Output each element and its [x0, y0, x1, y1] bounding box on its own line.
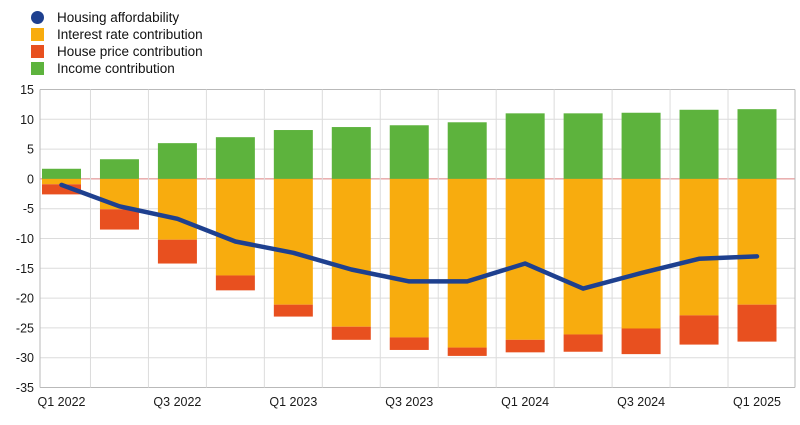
bar-interest: [447, 178, 487, 348]
y-tick-label: -25: [16, 321, 34, 335]
bar-income: [99, 159, 139, 179]
housing-affordability-series-line: [59, 182, 760, 291]
bar-interest: [737, 178, 777, 305]
y-tick-label: -35: [16, 381, 34, 395]
x-tick-label: Q3 2022: [153, 395, 201, 409]
legend-item-house-price: House price contribution: [31, 43, 203, 60]
x-tick-label: Q1 2023: [269, 395, 317, 409]
bar-house-price: [99, 209, 139, 230]
bar-house-price: [273, 304, 313, 317]
x-axis-labels: Q1 2022 Q3 2022 Q1 2023 Q3 2023 Q1 2024 Q3 20…: [38, 395, 782, 409]
bar-interest: [389, 178, 429, 338]
chart-legend: Housing affordability Interest rate cont…: [31, 9, 203, 77]
bar-house-price: [679, 315, 719, 345]
x-tick-label: Q3 2024: [617, 395, 665, 409]
bars-layer: [42, 109, 777, 356]
bar-house-price: [42, 184, 81, 195]
bar-house-price: [215, 275, 255, 291]
affordability-line: [59, 182, 760, 291]
bar-income: [505, 113, 545, 179]
bar-house-price: [563, 334, 603, 352]
y-tick-label: -30: [16, 351, 34, 365]
bar-income: [621, 112, 661, 179]
bar-interest: [331, 178, 371, 327]
y-tick-label: -20: [16, 292, 34, 306]
bar-house-price: [505, 339, 545, 353]
bar-income: [447, 122, 487, 179]
legend-label: Income contribution: [57, 61, 175, 76]
bar-house-price: [447, 347, 487, 356]
bar-house-price: [157, 239, 197, 264]
y-tick-label: 15: [20, 83, 34, 97]
bar-income: [157, 143, 197, 179]
legend-label: Interest rate contribution: [57, 27, 203, 42]
income-swatch-icon: [31, 62, 44, 75]
y-tick-label: 10: [20, 113, 34, 127]
bar-interest: [621, 178, 661, 329]
bar-income: [42, 168, 81, 179]
bar-interest: [215, 178, 255, 276]
bar-interest: [273, 178, 313, 305]
legend-label: Housing affordability: [57, 10, 180, 25]
y-tick-label: 0: [27, 172, 34, 186]
bar-income: [737, 109, 777, 179]
legend-label: House price contribution: [57, 44, 203, 59]
housing-affordability-line-icon: [31, 11, 44, 24]
bar-income: [215, 137, 255, 179]
bar-income: [679, 109, 719, 179]
bar-interest: [505, 178, 545, 340]
legend-item-income: Income contribution: [31, 60, 203, 77]
y-tick-label: -10: [16, 232, 34, 246]
bar-interest: [679, 178, 719, 316]
bar-income: [331, 127, 371, 179]
bar-income: [389, 125, 429, 179]
bar-interest: [563, 178, 603, 335]
bar-income: [273, 130, 313, 179]
y-tick-label: -5: [23, 202, 34, 216]
x-tick-label: Q1 2024: [501, 395, 549, 409]
interest-rate-swatch-icon: [31, 28, 44, 41]
x-tick-label: Q1 2022: [38, 395, 86, 409]
bar-house-price: [331, 326, 371, 340]
x-tick-label: Q3 2023: [385, 395, 433, 409]
house-price-swatch-icon: [31, 45, 44, 58]
bar-income: [563, 113, 603, 179]
y-axis-labels: 15 10 5 0 -5 -10 -15 -20 -25 -30 -35: [16, 83, 34, 395]
bar-interest: [157, 178, 197, 240]
y-tick-label: -15: [16, 262, 34, 276]
legend-item-interest-rate: Interest rate contribution: [31, 26, 203, 43]
bar-interest: [42, 178, 81, 185]
bar-house-price: [737, 304, 777, 342]
y-tick-label: 5: [27, 143, 34, 157]
bar-house-price: [621, 328, 661, 355]
bar-house-price: [389, 337, 429, 350]
x-tick-label: Q1 2025: [733, 395, 781, 409]
legend-item-housing-affordability: Housing affordability: [31, 9, 203, 26]
